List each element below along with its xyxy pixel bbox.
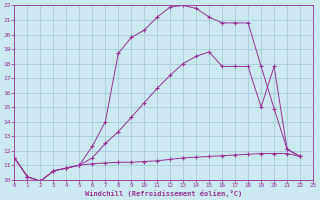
X-axis label: Windchill (Refroidissement éolien,°C): Windchill (Refroidissement éolien,°C) — [85, 190, 242, 197]
